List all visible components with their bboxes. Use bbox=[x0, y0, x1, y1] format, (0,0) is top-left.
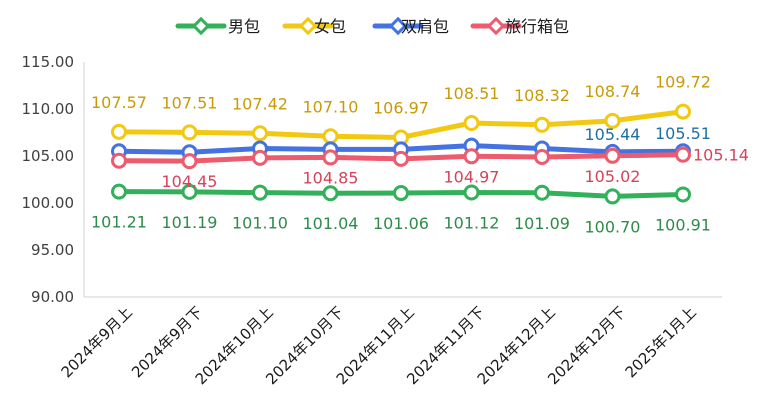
data-label: 101.19 bbox=[162, 213, 218, 232]
legend-marker bbox=[388, 16, 408, 36]
data-label: 101.06 bbox=[373, 214, 429, 233]
legend-marker bbox=[191, 16, 211, 36]
data-label: 105.51 bbox=[655, 124, 711, 143]
series-layer bbox=[111, 103, 691, 205]
data-point bbox=[604, 147, 621, 164]
data-label: 101.12 bbox=[444, 213, 500, 232]
data-point bbox=[322, 128, 339, 145]
x-tick-label: 2025年1月上 bbox=[622, 303, 700, 381]
data-label: 104.85 bbox=[303, 168, 359, 187]
data-label: 108.74 bbox=[585, 82, 641, 101]
data-point bbox=[463, 184, 480, 201]
legend-marker bbox=[486, 16, 506, 36]
data-point bbox=[252, 125, 268, 142]
data-label: 108.51 bbox=[444, 84, 500, 103]
x-tick-label: 2024年9月上 bbox=[58, 303, 136, 381]
y-tick-label: 105.00 bbox=[22, 147, 75, 165]
data-label: 100.70 bbox=[585, 217, 641, 236]
y-tick-label: 100.00 bbox=[22, 194, 75, 212]
data-labels: 101.21 101.19 101.10 101.04 101.06 101.12 101.… bbox=[91, 73, 749, 237]
y-tick-label: 115.00 bbox=[22, 53, 75, 71]
data-point bbox=[604, 112, 621, 129]
data-label: 107.57 bbox=[91, 93, 147, 112]
legend-label: 旅行箱包 bbox=[505, 17, 569, 36]
data-point bbox=[252, 149, 268, 166]
data-point bbox=[675, 186, 691, 203]
data-label: 100.91 bbox=[655, 215, 711, 234]
data-label: 107.42 bbox=[232, 94, 288, 113]
data-point bbox=[393, 150, 409, 167]
data-point bbox=[534, 116, 550, 133]
data-point bbox=[463, 115, 480, 132]
data-point bbox=[604, 188, 621, 205]
data-point bbox=[181, 153, 198, 170]
data-label: 109.72 bbox=[655, 73, 711, 92]
legend-marker bbox=[298, 16, 318, 36]
data-point bbox=[181, 183, 198, 200]
data-point bbox=[181, 124, 198, 141]
data-label: 108.32 bbox=[514, 86, 570, 105]
x-tick-label: 2024年9月下 bbox=[128, 303, 206, 381]
data-point bbox=[534, 184, 550, 201]
data-label: 101.04 bbox=[303, 214, 359, 233]
data-label: 107.51 bbox=[162, 93, 218, 112]
data-label: 105.14 bbox=[693, 146, 749, 165]
data-point bbox=[322, 149, 339, 166]
legend-label: 女包 bbox=[314, 17, 346, 36]
data-point bbox=[111, 183, 127, 200]
data-point bbox=[534, 148, 550, 165]
data-point bbox=[252, 184, 268, 201]
legend-label: 男包 bbox=[228, 17, 260, 36]
y-tick-label: 90.00 bbox=[31, 288, 74, 306]
data-label: 105.44 bbox=[585, 125, 641, 144]
legend-label: 双肩包 bbox=[401, 17, 449, 36]
data-point bbox=[322, 185, 339, 202]
y-tick-label: 110.00 bbox=[22, 100, 75, 118]
data-label: 101.21 bbox=[91, 213, 147, 232]
data-point bbox=[463, 148, 480, 165]
data-label: 104.45 bbox=[162, 172, 218, 191]
data-point bbox=[675, 103, 691, 120]
data-point bbox=[111, 152, 127, 169]
data-label: 107.10 bbox=[303, 97, 359, 116]
data-label: 101.10 bbox=[232, 214, 288, 233]
data-point bbox=[393, 185, 409, 202]
data-label: 106.97 bbox=[373, 98, 429, 117]
data-point bbox=[675, 146, 691, 163]
data-label: 101.09 bbox=[514, 214, 570, 233]
data-label: 104.97 bbox=[444, 167, 500, 186]
data-label: 105.02 bbox=[585, 167, 641, 186]
y-tick-label: 95.00 bbox=[31, 241, 74, 259]
data-point bbox=[111, 123, 127, 140]
legend: 男包 女包 双肩包 旅行箱包 bbox=[175, 16, 569, 36]
